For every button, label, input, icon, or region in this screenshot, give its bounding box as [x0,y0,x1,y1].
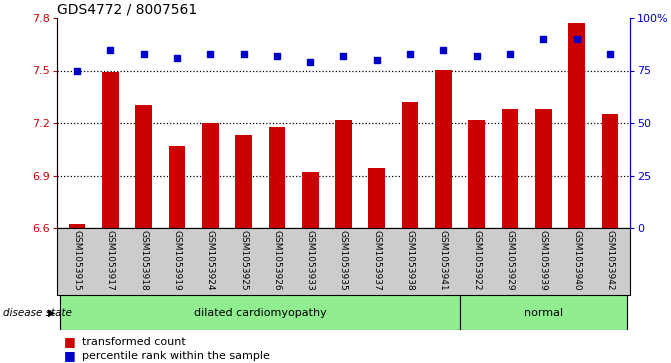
Text: GSM1053938: GSM1053938 [406,230,415,291]
Text: GSM1053935: GSM1053935 [339,230,348,291]
Bar [136,106,152,228]
Bar [460,295,627,330]
Bar [236,135,252,228]
Bar [60,295,460,330]
Point [538,36,549,42]
Bar [535,109,552,228]
Point [571,36,582,42]
Point [605,51,615,57]
Bar [402,102,419,228]
Point [72,68,83,73]
Point [472,53,482,59]
Text: ■: ■ [64,350,75,363]
Text: dilated cardiomyopathy: dilated cardiomyopathy [194,307,327,318]
Point [205,51,215,57]
Bar [468,119,485,228]
Text: GSM1053942: GSM1053942 [605,230,615,290]
Point [138,51,149,57]
Point [172,55,183,61]
Text: GSM1053917: GSM1053917 [106,230,115,291]
Text: percentile rank within the sample: percentile rank within the sample [83,351,270,361]
Text: disease state: disease state [3,307,72,318]
Bar [302,172,319,228]
Bar [435,70,452,228]
Bar [202,123,219,228]
Text: GSM1053925: GSM1053925 [239,230,248,291]
Bar [502,109,519,228]
Bar [602,114,619,228]
Text: GSM1053919: GSM1053919 [172,230,181,291]
Text: ▶: ▶ [48,307,56,318]
Point [405,51,415,57]
Bar [68,224,85,228]
Point [505,51,515,57]
Text: GSM1053937: GSM1053937 [372,230,381,291]
Text: ■: ■ [64,335,75,348]
Text: normal: normal [524,307,563,318]
Text: GSM1053929: GSM1053929 [505,230,515,291]
Point [272,53,282,59]
Point [305,59,315,65]
Point [438,46,449,52]
Text: GSM1053924: GSM1053924 [206,230,215,290]
Bar [268,126,285,228]
Text: GSM1053939: GSM1053939 [539,230,548,291]
Text: GSM1053918: GSM1053918 [139,230,148,291]
Text: GSM1053915: GSM1053915 [72,230,81,291]
Text: GDS4772 / 8007561: GDS4772 / 8007561 [57,3,197,17]
Point [372,57,382,63]
Text: GSM1053922: GSM1053922 [472,230,481,290]
Bar [102,72,119,228]
Point [105,46,115,52]
Text: GSM1053933: GSM1053933 [306,230,315,291]
Point [338,53,349,59]
Bar [336,119,352,228]
Bar [168,146,185,228]
Bar [368,168,385,228]
Point [238,51,249,57]
Text: GSM1053941: GSM1053941 [439,230,448,291]
Text: GSM1053926: GSM1053926 [272,230,281,291]
Text: GSM1053940: GSM1053940 [572,230,581,291]
Text: transformed count: transformed count [83,337,187,347]
Bar [568,23,585,228]
